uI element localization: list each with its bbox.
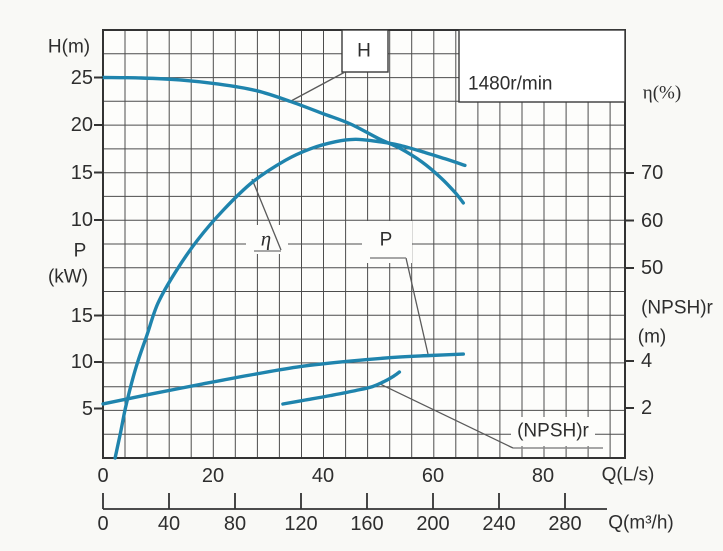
flow-ls-tick-label: 20 <box>201 465 225 487</box>
flow-m3h-tick-label: 160 <box>350 513 384 535</box>
left-axis-tick-label: 10 <box>70 351 93 373</box>
left-axis-tick-label: 15 <box>70 304 93 327</box>
flow-ls-tick-label: 80 <box>531 465 555 487</box>
head-leader-line <box>290 71 346 102</box>
power-axis-unit: (kW) <box>47 266 89 288</box>
flow-ls-tick-label: 0 <box>97 465 109 487</box>
npsh-axis-title: (NPSH)r <box>641 297 713 319</box>
right-axis-tick-label: 2 <box>641 397 653 419</box>
flow-ls-axis-title: Q(L/s) <box>601 464 655 486</box>
curve-label-power: P <box>379 229 393 251</box>
left-axis-tick-label: 10 <box>70 209 93 231</box>
flow-m3h-tick-label: 40 <box>157 513 181 535</box>
power-label-bg <box>362 221 412 263</box>
left-axis-tick-label: 15 <box>70 161 93 184</box>
curve-(NPSH)r <box>281 370 402 406</box>
flow-ls-tick-label: 60 <box>421 465 445 487</box>
flow-m3h-tick-label: 280 <box>548 513 582 535</box>
flow-m3h-tick-label: 120 <box>284 513 318 535</box>
rpm-label: 1480r/min <box>468 73 553 95</box>
flow-m3h-tick-label: 80 <box>223 513 247 535</box>
curve-label-head: H <box>357 40 371 62</box>
flow-ls-tick-label: 40 <box>311 465 335 487</box>
right-axis-tick-label: 50 <box>641 257 664 279</box>
power-leader-line <box>405 257 429 355</box>
curve-H <box>101 75 465 205</box>
flow-m3h-tick-label: 200 <box>416 513 450 535</box>
flow-m3h-axis-title: Q(m³/h) <box>608 512 674 534</box>
head-label-box <box>341 29 389 73</box>
npsh-axis-unit: (m) <box>637 326 667 348</box>
curve-label-npsh: (NPSH)r <box>517 420 589 442</box>
efficiency-leader-line <box>251 178 282 251</box>
rpm-box <box>458 29 626 103</box>
curve-label-efficiency: η <box>260 226 272 251</box>
power-axis-title: P <box>73 240 87 262</box>
left-axis-tick-label: 5 <box>81 397 93 420</box>
left-axis-tick-label: 25 <box>70 66 93 89</box>
flow-m3h-tick-label: 240 <box>482 513 516 535</box>
efficiency-axis-title: η(%) <box>642 82 682 104</box>
left-axis-tick-label: 20 <box>70 114 93 136</box>
npsh-label-bg <box>511 417 595 446</box>
flow-m3h-tick-label: 0 <box>97 513 109 535</box>
head-axis-title: H(m) <box>47 36 91 58</box>
curve-η <box>113 137 467 460</box>
right-axis-tick-label: 4 <box>641 350 653 372</box>
right-axis-tick-label: 70 <box>641 162 664 184</box>
curve-P <box>101 352 465 406</box>
npsh-leader-line <box>377 382 514 449</box>
right-axis-tick-label: 60 <box>641 209 664 232</box>
